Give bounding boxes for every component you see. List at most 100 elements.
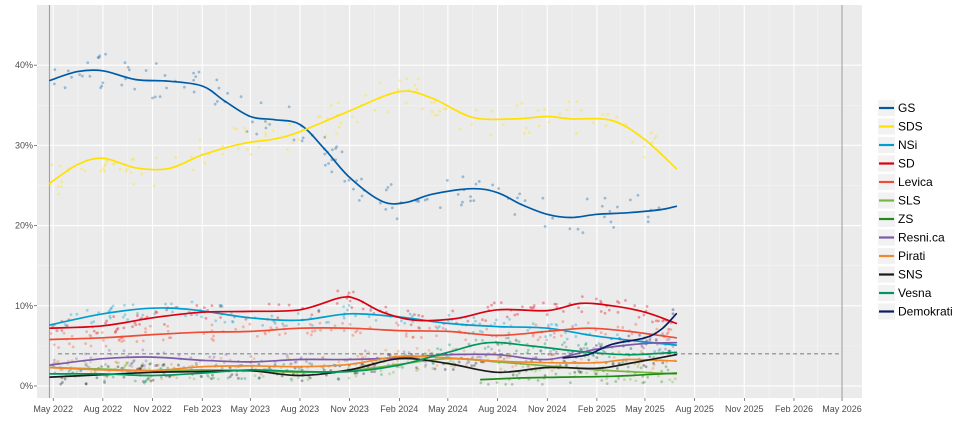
poll-point xyxy=(574,323,578,327)
poll-point xyxy=(270,314,274,318)
poll-point xyxy=(518,192,522,196)
poll-point xyxy=(103,169,106,173)
poll-point xyxy=(212,339,215,342)
poll-point xyxy=(447,313,451,317)
poll-point xyxy=(415,88,419,91)
poll-point xyxy=(517,340,521,344)
poll-point xyxy=(657,349,661,353)
poll-point xyxy=(319,328,322,332)
poll-point xyxy=(631,140,634,144)
poll-point xyxy=(154,62,158,65)
poll-point xyxy=(151,96,154,100)
poll-point xyxy=(212,334,215,338)
poll-point xyxy=(474,319,477,323)
poll-point xyxy=(603,215,606,219)
poll-point xyxy=(552,331,556,335)
poll-point xyxy=(215,100,219,103)
poll-point xyxy=(296,376,300,380)
poll-point xyxy=(140,172,144,176)
poll-point xyxy=(264,131,268,135)
poll-point xyxy=(353,371,357,375)
poll-point xyxy=(504,382,508,386)
poll-point xyxy=(57,192,60,196)
poll-point xyxy=(472,199,476,203)
poll-point xyxy=(105,319,109,323)
poll-point xyxy=(404,332,408,336)
poll-point xyxy=(160,377,164,381)
poll-point xyxy=(63,86,67,90)
poll-point xyxy=(246,148,249,151)
poll-point xyxy=(192,90,196,94)
poll-point xyxy=(405,77,409,80)
poll-point xyxy=(112,161,116,165)
poll-point xyxy=(125,361,129,365)
poll-point xyxy=(236,376,240,380)
poll-point xyxy=(70,359,74,362)
poll-point xyxy=(654,339,658,343)
poll-point xyxy=(337,377,341,381)
poll-point xyxy=(496,357,500,361)
poll-point xyxy=(257,376,261,380)
poll-point xyxy=(347,291,351,295)
poll-point xyxy=(555,350,558,354)
poll-point xyxy=(355,179,359,183)
poll-point xyxy=(98,54,102,58)
poll-point xyxy=(643,155,646,159)
poll-point xyxy=(595,356,599,360)
poll-point xyxy=(161,363,165,367)
poll-point xyxy=(308,352,312,356)
poll-point xyxy=(517,371,521,375)
poll-point xyxy=(165,86,168,90)
poll-point xyxy=(667,327,671,331)
poll-point xyxy=(606,112,610,116)
poll-point xyxy=(278,333,281,337)
poll-point xyxy=(603,196,607,200)
poll-point xyxy=(156,352,160,356)
poll-point xyxy=(617,376,620,380)
poll-point xyxy=(192,78,195,82)
poll-point xyxy=(348,323,352,326)
poll-point xyxy=(133,321,137,325)
poll-point xyxy=(121,366,125,370)
poll-point xyxy=(552,335,556,339)
poll-point xyxy=(131,303,135,307)
poll-point xyxy=(579,357,583,361)
poll-point xyxy=(56,184,60,188)
poll-point xyxy=(126,318,130,321)
poll-point xyxy=(598,344,602,348)
poll-point xyxy=(486,382,490,386)
poll-point xyxy=(143,381,146,385)
poll-point xyxy=(219,357,223,360)
poll-point xyxy=(472,351,476,354)
poll-point xyxy=(124,169,128,173)
poll-point xyxy=(417,326,421,330)
poll-point xyxy=(617,301,621,305)
poll-point xyxy=(546,353,550,356)
x-tick-label: Feb 2024 xyxy=(380,404,418,414)
poll-point xyxy=(321,366,325,370)
poll-point xyxy=(109,316,112,320)
y-tick-label: 30% xyxy=(15,140,33,150)
poll-point xyxy=(550,353,554,357)
poll-point xyxy=(520,305,524,309)
poll-point xyxy=(614,380,618,383)
poll-point xyxy=(298,367,301,371)
poll-point xyxy=(402,350,406,354)
poll-point xyxy=(149,379,153,383)
poll-point xyxy=(524,126,528,130)
poll-point xyxy=(226,376,230,380)
poll-point xyxy=(163,74,167,77)
poll-point xyxy=(63,377,67,381)
poll-point xyxy=(436,327,440,330)
poll-point xyxy=(166,366,170,370)
trend-line-gs xyxy=(49,69,678,219)
poll-point xyxy=(60,368,64,372)
poll-point xyxy=(483,347,487,350)
poll-point xyxy=(474,182,478,186)
poll-point xyxy=(550,353,553,357)
poll-point xyxy=(89,356,93,360)
poll-point xyxy=(269,326,273,330)
poll-point xyxy=(281,322,285,326)
poll-point xyxy=(135,340,139,343)
poll-point xyxy=(579,109,583,112)
